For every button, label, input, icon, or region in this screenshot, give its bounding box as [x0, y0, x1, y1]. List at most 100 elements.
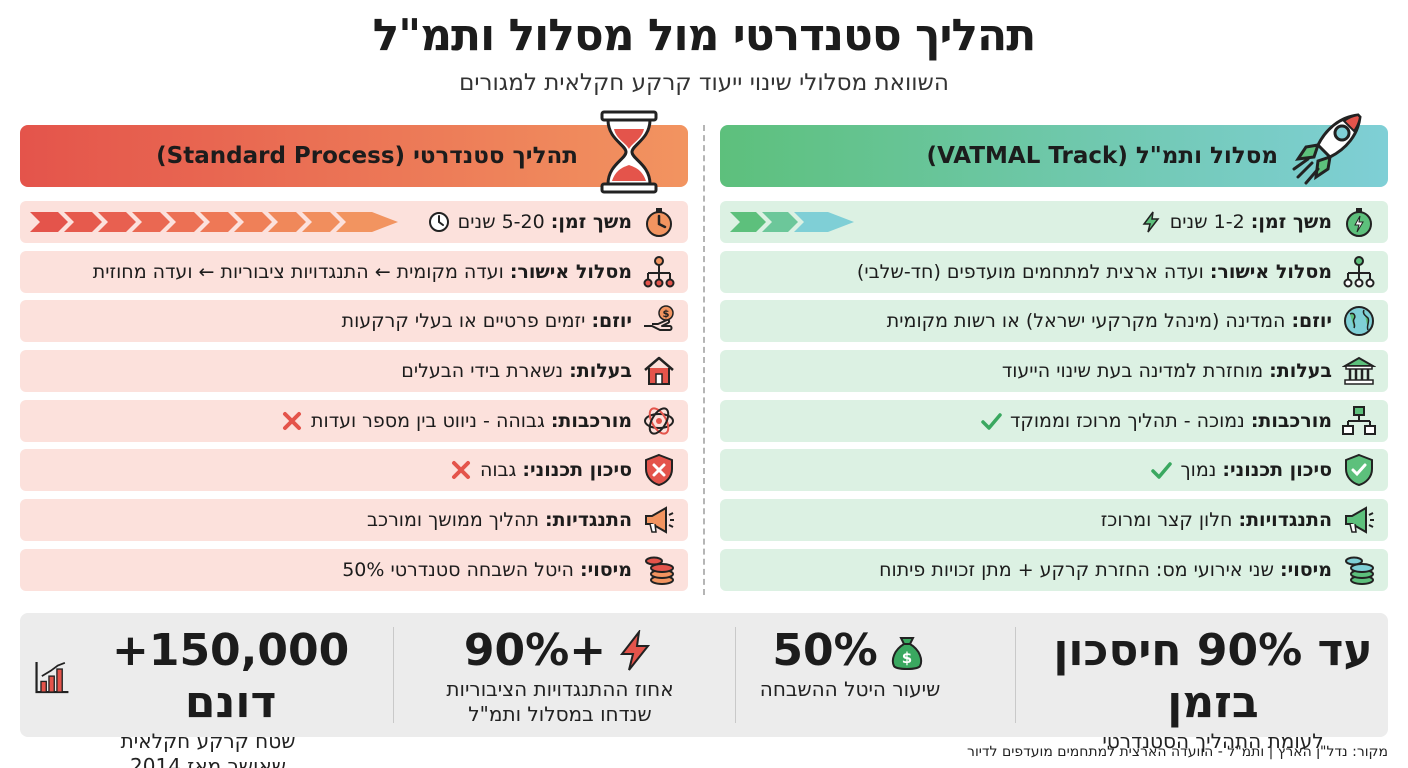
row-label: מורכבות: — [550, 409, 632, 432]
row-value: המדינה (מינהל מקרקעי ישראל) או רשות מקומ… — [886, 310, 1286, 333]
row-label: מיסוי: — [580, 558, 632, 581]
row-label: מיסוי: — [1280, 558, 1332, 581]
standard-row-ownership: בעלות: נשארת בידי הבעלים — [20, 350, 688, 393]
stat-value: עד 90% חיסכון בזמן — [1053, 625, 1373, 728]
column-divider — [703, 125, 705, 595]
stat-caption: לעומת התהליך הסטנדרטי — [1102, 729, 1324, 753]
row-value: גבוה — [479, 459, 517, 482]
row-label: התנגדויות: — [1238, 509, 1332, 532]
page-subtitle: השוואת מסלולי שינוי ייעוד קרקע חקלאית למ… — [459, 70, 949, 96]
x-mark-icon — [283, 411, 302, 430]
row-value: 1-2 שנים — [1169, 211, 1245, 233]
progress-arrows — [730, 212, 854, 232]
standard-row-taxation: מיסוי: היטל השבחה סטנדרטי 50% — [20, 548, 688, 591]
stat-caption: אחוז ההתנגדויות הציבוריות — [446, 677, 674, 701]
stat-betterment-levy: $ 50% שיעור היטל ההשבחה — [700, 625, 1000, 725]
hourglass-icon — [600, 110, 658, 194]
row-value: תהליך ממושך ומורכב — [367, 509, 539, 532]
standard-row-initiator: $ יוזם: יזמים פרטיים או בעלי קרקעות — [20, 300, 688, 343]
stat-objections-rejected: 90%+ אחוז ההתנגדויות הציבוריות שנדחו במס… — [400, 625, 720, 726]
bar-chart-icon — [35, 661, 69, 694]
stat-caption: שיעור היטל ההשבחה — [759, 677, 941, 701]
standard-row-objections: התנגדיות: תהליך ממושך ומורכב — [20, 499, 688, 542]
row-label: מורכבות: — [1250, 409, 1332, 432]
row-value: נמוכה - תהליך מרוכז וממוקד — [1010, 409, 1245, 432]
row-value: גבוהה - ניווט בין מספר ועדות — [311, 409, 545, 432]
row-value: ועדה מקומית ← התנגדויות ציבוריות ← ועדה … — [92, 260, 504, 283]
stat-value: 90%+ — [463, 625, 607, 676]
page-title: תהליך סטנדרטי מול מסלול ותמ"ל — [372, 10, 1037, 61]
stat-caption: שטח קרקע חקלאית — [120, 729, 296, 753]
row-value: יזמים פרטיים או בעלי קרקעות — [341, 310, 586, 333]
vatmal-row-risk: סיכון תכנוני: נמוך — [720, 449, 1388, 492]
stopwatch-icon — [646, 208, 672, 237]
standard-row-risk: סיכון תכנוני: גבוה — [20, 449, 688, 492]
stats-bar: עד 90% חיסכון בזמן לעומת התהליך הסטנדרטי… — [20, 613, 1388, 768]
globe-icon — [1344, 306, 1374, 337]
row-label: סיכון תכנוני: — [1222, 459, 1332, 482]
rocket-icon — [1292, 113, 1362, 185]
row-value: נמוך — [1180, 459, 1217, 482]
standard-column: תהליך סטנדרטי (Standard Process) משך זמן… — [20, 110, 688, 599]
source-note: מקור: נדל"ן הארץ | ותמ"ל - הוועדה הארצית… — [967, 744, 1388, 760]
row-label: בעלות: — [1269, 360, 1332, 383]
stopwatch-icon — [1346, 208, 1372, 237]
vatmal-header-label: מסלול ותמ"ל (VATMAL Track) — [926, 143, 1278, 169]
clock-icon — [428, 212, 449, 232]
row-label: מסלול אישור: — [509, 260, 632, 283]
government-building-icon — [1342, 356, 1376, 385]
checkmark-icon — [981, 413, 1002, 430]
vatmal-header: מסלול ותמ"ל (VATMAL Track) — [720, 113, 1388, 187]
vatmal-row-initiator: יוזם: המדינה (מינהל מקרקעי ישראל) או רשו… — [720, 300, 1388, 343]
megaphone-icon — [1345, 506, 1374, 534]
stat-caption: שאושר מאז 2014 — [130, 754, 286, 768]
hand-money-icon: $ — [644, 305, 674, 332]
coins-icon — [645, 556, 674, 585]
flowchart-icon — [1342, 405, 1376, 435]
hierarchy-icon — [1343, 255, 1375, 288]
row-value: היטל השבחה סטנדרטי 50% — [342, 558, 574, 581]
vatmal-row-taxation: מיסוי: שני אירועי מס: החזרת קרקע + מתן ז… — [720, 548, 1388, 591]
row-label: מסלול אישור: — [1209, 260, 1332, 283]
row-value: חלון קצר ומרוכז — [1100, 509, 1233, 532]
stat-separator — [1015, 627, 1016, 723]
row-label: יוזם: — [591, 310, 632, 333]
vatmal-row-ownership: בעלות: מוחזרת למדינה בעת שינוי הייעוד — [720, 350, 1388, 393]
vatmal-row-objections: התנגדויות: חלון קצר ומרוכז — [720, 499, 1388, 542]
vatmal-row-duration: משך זמן: 1-2 שנים — [720, 201, 1388, 243]
row-label: סיכון תכנוני: — [522, 459, 632, 482]
checkmark-icon — [1151, 462, 1173, 480]
coins-icon — [1345, 556, 1374, 585]
progress-arrows — [30, 212, 398, 232]
standard-row-duration: משך זמן: 5-20 שנים — [20, 201, 688, 243]
x-mark-icon — [451, 461, 470, 480]
row-value: מוחזרת למדינה בעת שינוי הייעוד — [1001, 360, 1264, 383]
svg-text:$: $ — [663, 309, 670, 320]
standard-header: תהליך סטנדרטי (Standard Process) — [20, 110, 688, 194]
row-label: יוזם: — [1291, 310, 1332, 333]
row-value: שני אירועי מס: החזרת קרקע + מתן זכויות פ… — [879, 558, 1274, 581]
row-label: משך זמן: — [1250, 211, 1332, 233]
tangle-icon — [644, 407, 674, 435]
shield-check-icon — [1345, 454, 1373, 487]
stat-separator — [735, 627, 736, 723]
stat-value: 50% — [772, 625, 878, 676]
row-value: ועדה ארצית למתחמים מועדפים (חד-שלבי) — [856, 260, 1204, 283]
money-bag-icon: $ — [891, 637, 922, 670]
stat-separator — [393, 627, 394, 723]
row-label: משך זמן: — [550, 211, 632, 233]
standard-header-label: תהליך סטנדרטי (Standard Process) — [156, 143, 578, 169]
stat-caption: שנדחו במסלול ותמ"ל — [468, 702, 652, 726]
standard-row-approval: מסלול אישור: ועדה מקומית ← התנגדויות ציב… — [20, 250, 688, 293]
svg-text:$: $ — [901, 649, 911, 667]
shield-x-icon — [645, 454, 673, 487]
vatmal-column: מסלול ותמ"ל (VATMAL Track) משך זמן: 1-2 … — [720, 113, 1388, 599]
row-value: 5-20 שנים — [457, 211, 545, 233]
row-label: בעלות: — [569, 360, 632, 383]
lightning-icon — [620, 630, 651, 671]
house-icon — [644, 356, 674, 386]
row-value: נשארת בידי הבעלים — [401, 360, 564, 383]
row-label: התנגדיות: — [545, 509, 632, 532]
stat-time-saving: עד 90% חיסכון בזמן לעומת התהליך הסטנדרטי — [1048, 625, 1378, 753]
lightning-icon — [1142, 211, 1160, 233]
